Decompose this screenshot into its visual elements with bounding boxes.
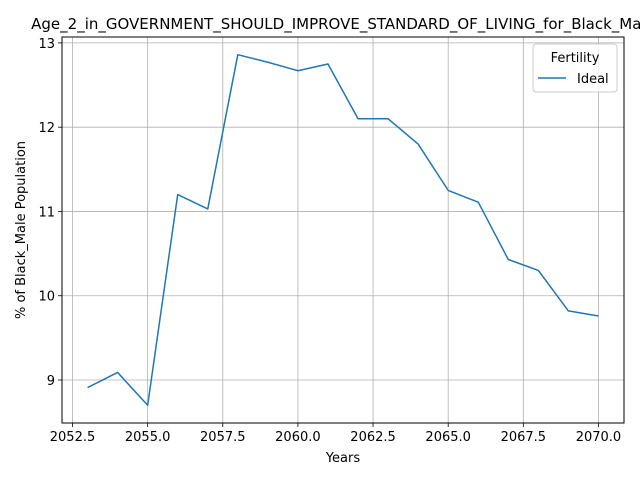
- y-tick-label: 9: [47, 374, 55, 389]
- legend-title: Fertility: [551, 51, 600, 66]
- x-tick-label: 2057.5: [200, 430, 246, 445]
- series-line-ideal: [87, 53, 599, 407]
- x-tick-label: 2062.5: [350, 430, 396, 445]
- x-axis-label: Years: [325, 451, 361, 466]
- y-tick-label: 10: [38, 290, 55, 305]
- legend-label: Ideal: [577, 72, 609, 87]
- x-tick-label: 2055.0: [125, 430, 171, 445]
- legend: Fertility Ideal: [532, 43, 618, 93]
- y-tick-label: 12: [38, 121, 55, 136]
- x-tick-label: 2070.0: [576, 430, 622, 445]
- plot-frame: [61, 36, 625, 424]
- x-tick-label: 2052.5: [50, 430, 96, 445]
- y-tick-label: 11: [38, 205, 55, 220]
- y-axis-label: % of Black_Male Population: [14, 141, 29, 319]
- y-axis: 9 10 11 12 13: [38, 37, 62, 389]
- x-tick-label: 2060.0: [275, 430, 321, 445]
- x-tick-label: 2067.5: [501, 430, 547, 445]
- x-tick-label: 2065.0: [425, 430, 471, 445]
- grid: [62, 37, 624, 423]
- y-tick-label: 13: [38, 37, 55, 52]
- series-layer: [87, 53, 599, 407]
- legend-box: [532, 43, 618, 93]
- chart-title: Age_2_in_GOVERNMENT_SHOULD_IMPROVE_STAND…: [31, 15, 640, 34]
- x-axis: 2052.5 2055.0 2057.5 2060.0 2062.5 2065.0 2067…: [50, 423, 621, 445]
